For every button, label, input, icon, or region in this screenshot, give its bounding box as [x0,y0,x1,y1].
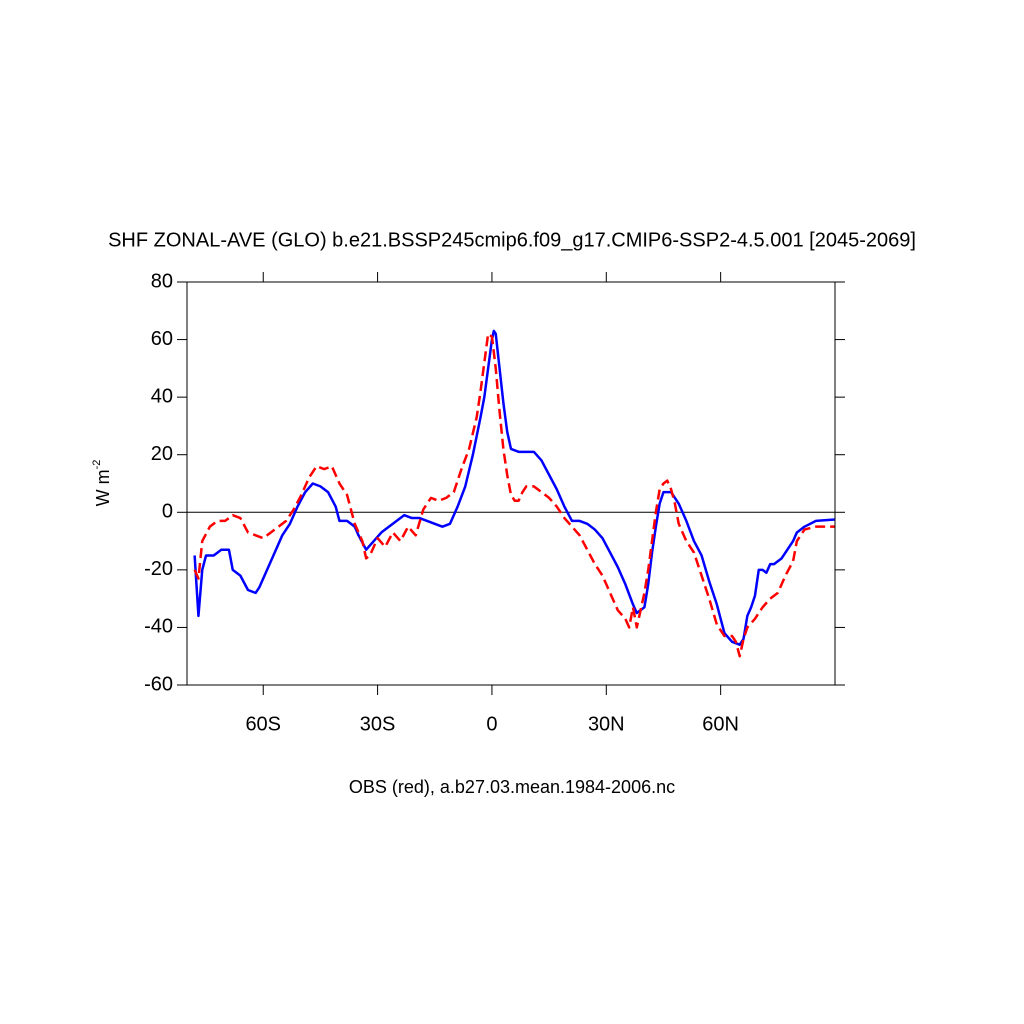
y-axis-label: W m-2 [91,460,113,507]
x-tick-label: 30N [588,713,625,735]
x-tick-label: 30S [360,713,396,735]
plot-frame [186,281,836,686]
data-line [193,332,835,658]
y-axis-label-text: W m-2 [91,460,113,507]
data-line [193,329,836,646]
x-tick-label: 60N [702,713,739,735]
y-tick-label: -40 [144,616,173,638]
x-tick-label: 0 [486,713,497,735]
y-tick-label: -60 [144,673,173,695]
y-tick-label: 20 [151,443,173,465]
x-axis-label: OBS (red), a.b27.03.mean.1984-2006.nc [349,777,675,797]
y-axis-label-sup: -2 [91,460,103,470]
y-tick-label: 40 [151,385,173,407]
y-tick-label: 60 [151,328,173,350]
y-axis-label-main: W m [93,469,113,506]
x-tick-label: 60S [245,713,281,735]
y-tick-label: 0 [162,501,173,523]
y-tick-label: -20 [144,558,173,580]
chart-title: SHF ZONAL-AVE (GLO) b.e21.BSSP245cmip6.f… [108,229,916,251]
y-tick-label: 80 [151,270,173,292]
